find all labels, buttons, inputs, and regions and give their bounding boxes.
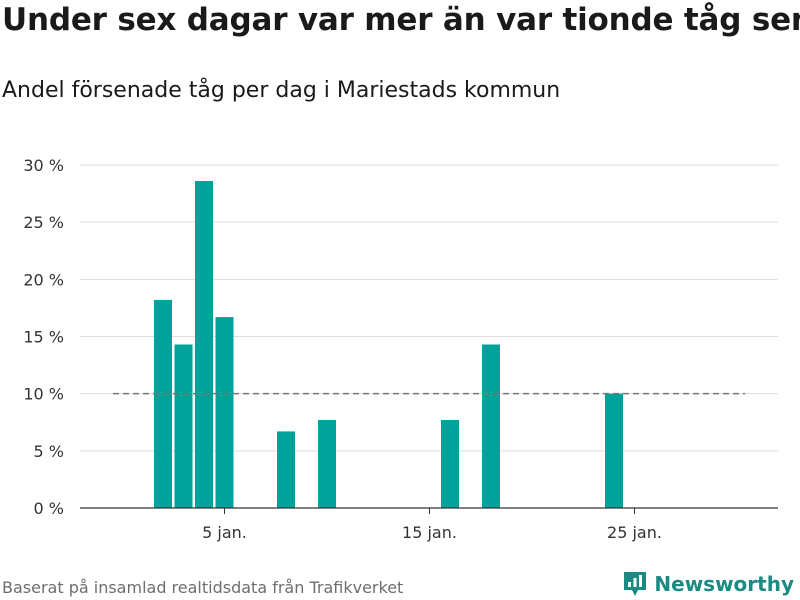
chart-title: Under sex dagar var mer än var tionde tå…: [2, 2, 800, 38]
y-tick-label: 30 %: [23, 156, 64, 175]
bar: [154, 299, 172, 508]
bar: [215, 317, 234, 508]
source-note: Baserat på insamlad realtidsdata från Tr…: [2, 578, 404, 597]
brand-name: Newsworthy: [654, 572, 794, 596]
bar: [277, 431, 295, 508]
y-axis-tick-labels: 0 % 5 % 10 % 15 % 20 % 25 % 30 %: [23, 156, 64, 518]
bar: [482, 344, 500, 508]
chart-subtitle: Andel försenade tåg per dag i Mariestads…: [2, 78, 561, 103]
bar-chart-badge-icon: [624, 572, 647, 596]
y-tick-label: 15 %: [23, 328, 64, 347]
bar: [318, 419, 336, 508]
bar-chart: 0 % 5 % 10 % 15 % 20 % 25 % 30 % 5 jan. 15 jan.…: [23, 156, 778, 542]
bar: [441, 419, 459, 508]
y-tick-label: 25 %: [23, 213, 64, 232]
x-tick-label: 15 jan.: [402, 523, 457, 542]
bar: [605, 393, 623, 508]
bar: [174, 344, 193, 508]
bars: [154, 181, 623, 509]
x-tick-label: 25 jan.: [607, 523, 662, 542]
y-tick-label: 20 %: [23, 270, 64, 289]
y-tick-label: 0 %: [34, 499, 64, 518]
y-tick-label: 10 %: [23, 385, 64, 404]
brand-logo[interactable]: Newsworthy: [622, 570, 794, 598]
bar: [195, 181, 213, 509]
x-axis: 5 jan. 15 jan. 25 jan.: [80, 507, 778, 542]
y-tick-label: 5 %: [34, 442, 64, 461]
x-tick-label: 5 jan.: [202, 523, 247, 542]
